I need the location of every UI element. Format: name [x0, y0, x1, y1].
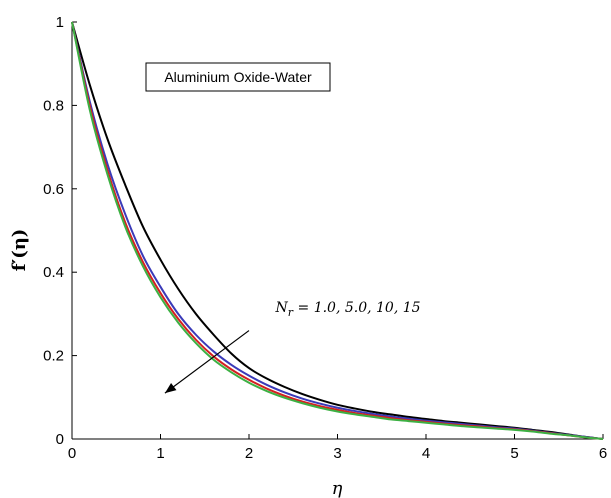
- legend-box: Aluminium Oxide-Water: [145, 62, 331, 92]
- legend-label: Aluminium Oxide-Water: [164, 69, 312, 85]
- annotation: Nr = 1.0, 5.0, 10, 15: [164, 300, 421, 394]
- y-tick-label: 0.2: [43, 348, 64, 365]
- x-tick-label: 0: [68, 445, 76, 462]
- y-tick-label: 0: [56, 431, 64, 448]
- x-tick-label: 6: [599, 445, 607, 462]
- x-tick-label: 1: [156, 445, 164, 462]
- x-tick-label: 2: [245, 445, 253, 462]
- y-tick-label: 1: [56, 14, 64, 31]
- axes: 0 1 2 3 4 5 6 0 0.2 0.4 0.6 0.8 1: [43, 14, 607, 462]
- annotation-arrow-head: [164, 382, 177, 394]
- x-axis-label: η: [332, 478, 343, 498]
- y-axis-label: f′(η): [9, 229, 30, 272]
- x-tick-label: 4: [422, 445, 430, 462]
- y-tick-label: 0.6: [43, 181, 64, 198]
- annotation-arrow-shaft: [164, 330, 250, 394]
- legend-border: [145, 62, 331, 92]
- y-tick-label: 0.4: [43, 264, 64, 281]
- series-line-4: [71, 21, 604, 440]
- x-tick-label: 3: [333, 445, 341, 462]
- curves: [71, 21, 604, 440]
- annotation-label: Nr = 1.0, 5.0, 10, 15: [275, 300, 421, 319]
- y-tick-label: 0.8: [43, 97, 64, 114]
- x-tick-label: 5: [510, 445, 518, 462]
